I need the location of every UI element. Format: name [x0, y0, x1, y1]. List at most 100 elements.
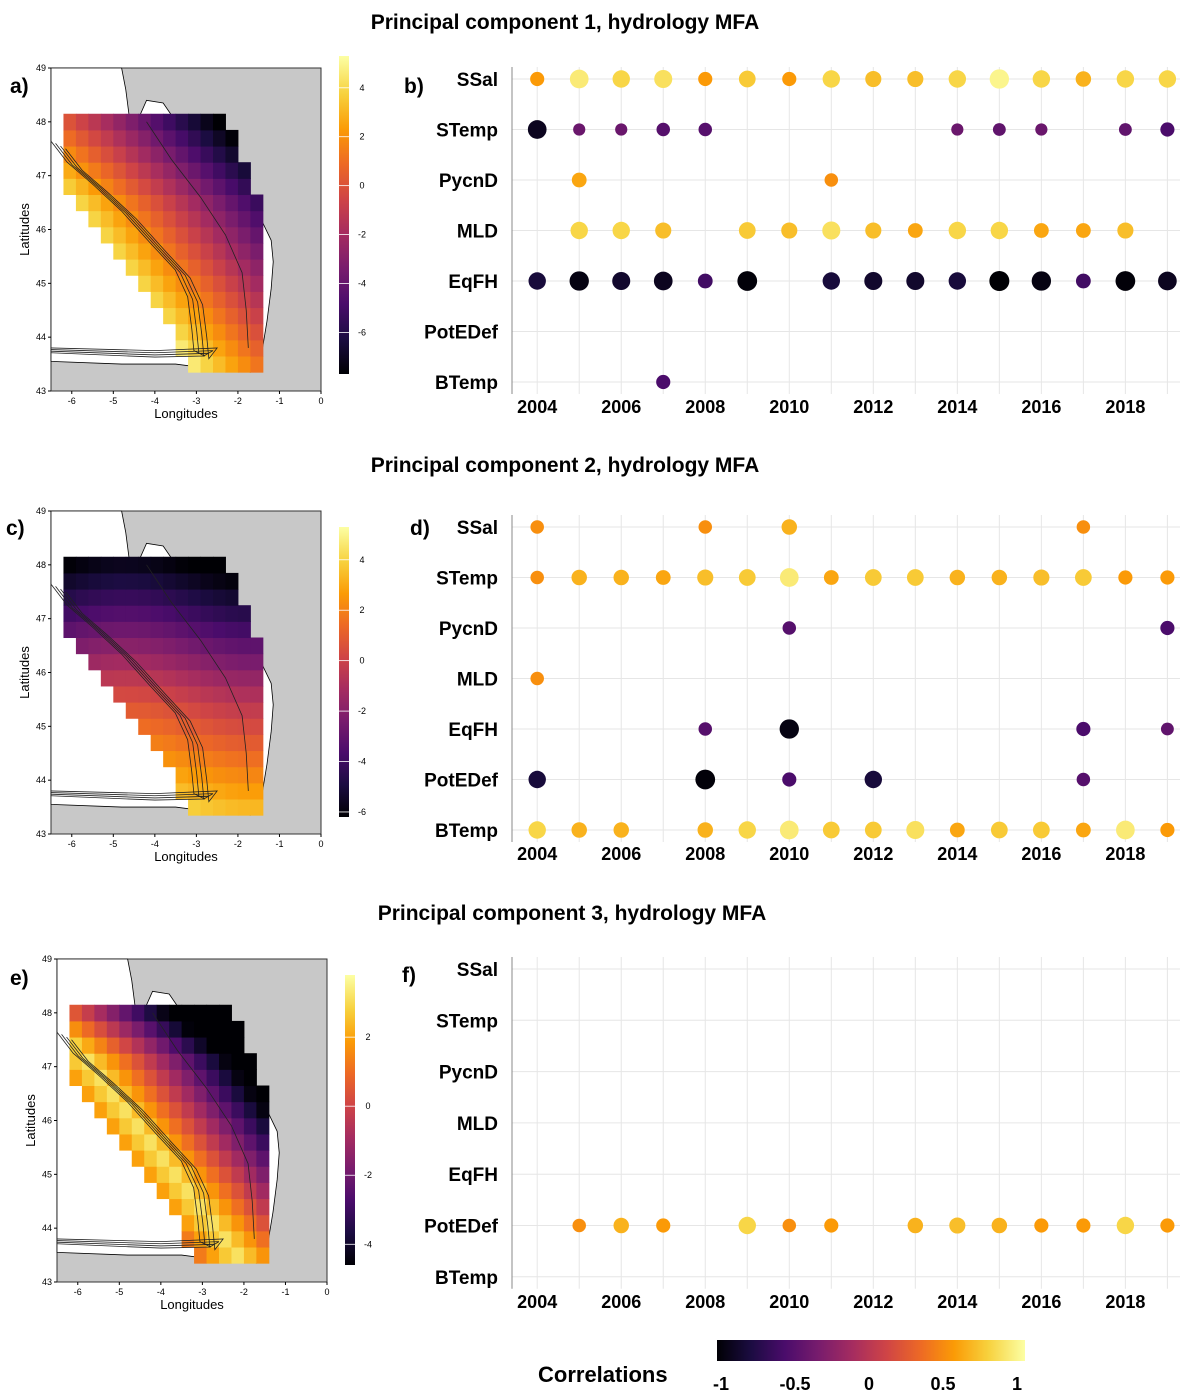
map-cell [138, 162, 152, 179]
map-cell [150, 194, 164, 212]
map-cell [113, 113, 127, 131]
map-cell [119, 1101, 133, 1119]
map-cell [88, 556, 102, 574]
year-tick-label: 2016 [1021, 844, 1061, 864]
map-cell [213, 113, 226, 131]
panel-letter: e) [10, 967, 29, 990]
map-cell [125, 162, 139, 179]
legend-tick-label: -0.5 [779, 1374, 810, 1394]
map-cell [100, 226, 114, 244]
map-cell [243, 1182, 257, 1200]
map-cell [231, 1053, 245, 1070]
correlation-point [1116, 820, 1135, 840]
variable-label: MLD [457, 1114, 498, 1135]
correlation-point [613, 569, 629, 586]
map-cell [213, 323, 226, 341]
map-cell [125, 178, 139, 196]
map-cell [163, 718, 177, 735]
map-cell [213, 210, 226, 228]
map-cell [125, 589, 139, 606]
map-cell [200, 194, 214, 212]
correlation-point [738, 70, 756, 88]
map-cell [256, 1230, 270, 1248]
map-cell [225, 734, 239, 752]
correlation-point [1160, 822, 1175, 838]
year-tick-label: 2012 [853, 397, 893, 417]
map-cell [219, 1053, 232, 1070]
map-cell [237, 750, 251, 768]
map-cell [256, 1214, 270, 1232]
map-cell [225, 178, 239, 196]
map-cell [163, 291, 177, 309]
map-cell [206, 1150, 220, 1167]
map-y-tick-label: 48 [42, 1008, 52, 1018]
map-cell [194, 1214, 208, 1232]
map-x-tick-label: -3 [192, 839, 200, 849]
map-cell [175, 129, 189, 147]
map-cell [219, 1069, 232, 1087]
map-cell [106, 1020, 120, 1038]
map-cell [81, 1085, 95, 1103]
map-cell [175, 750, 189, 768]
dot-panel-b: SSal STemp PycnD MLD EqFH PotEDef BTemp 2004 200… [404, 67, 1180, 417]
map-cell [200, 734, 214, 752]
correlation-point [1075, 71, 1092, 87]
map-x-axis-label: Longitudes [154, 849, 218, 864]
map-cell [125, 572, 139, 590]
correlation-point [822, 70, 840, 88]
map-cell [250, 226, 264, 244]
map-cell [194, 1069, 208, 1087]
map-cell [225, 226, 239, 244]
map-cell [75, 146, 89, 163]
map-cell [250, 275, 264, 292]
year-tick-label: 2004 [517, 1292, 557, 1312]
map-cell [144, 1020, 158, 1038]
section-title-1: Principal component 1, hydrology MFA [371, 11, 760, 34]
map-cell [88, 653, 102, 671]
map-cell [113, 146, 127, 163]
year-tick-label: 2018 [1105, 844, 1145, 864]
map-cell [213, 782, 226, 800]
map-cell [138, 259, 152, 276]
map-cell [225, 339, 239, 357]
correlation-point [698, 71, 713, 87]
map-cell [219, 1247, 232, 1264]
map-cell [188, 242, 202, 260]
colorbar-tick-label: -2 [358, 230, 366, 240]
map-cell [188, 113, 202, 131]
map-cell [181, 1053, 195, 1070]
map-x-tick-label: -5 [109, 396, 117, 406]
map-cell [243, 1101, 257, 1119]
colorbar-tick-label: 0 [365, 1101, 370, 1111]
map-cell [213, 637, 226, 655]
map-cell [200, 275, 214, 292]
map-cell [175, 718, 189, 735]
map-cell [250, 194, 264, 212]
map-cell [237, 669, 251, 687]
map-cell [175, 162, 189, 179]
correlation-point [951, 123, 964, 136]
map-cell [231, 1166, 245, 1183]
map-cell [225, 653, 239, 671]
correlation-point [656, 1218, 671, 1233]
map-cell [175, 226, 189, 244]
map-cell [237, 339, 251, 357]
panel-letter: f) [402, 964, 416, 987]
correlation-point [822, 272, 840, 290]
map-cell [237, 275, 251, 292]
map-cell [138, 637, 152, 655]
map-cell [125, 637, 139, 655]
variable-label: EqFH [448, 1165, 498, 1186]
correlation-point [782, 1218, 797, 1233]
correlation-point [864, 271, 883, 291]
map-cell [225, 323, 239, 341]
map-cell [243, 1230, 257, 1248]
colorbar-tick-label: 2 [359, 605, 364, 615]
correlation-point [1160, 1218, 1175, 1233]
map-y-tick-label: 47 [36, 614, 46, 624]
year-tick-label: 2006 [601, 397, 641, 417]
year-tick-label: 2012 [853, 1292, 893, 1312]
correlation-point [738, 1216, 756, 1235]
map-cell [138, 242, 152, 260]
correlation-point [1118, 570, 1133, 585]
